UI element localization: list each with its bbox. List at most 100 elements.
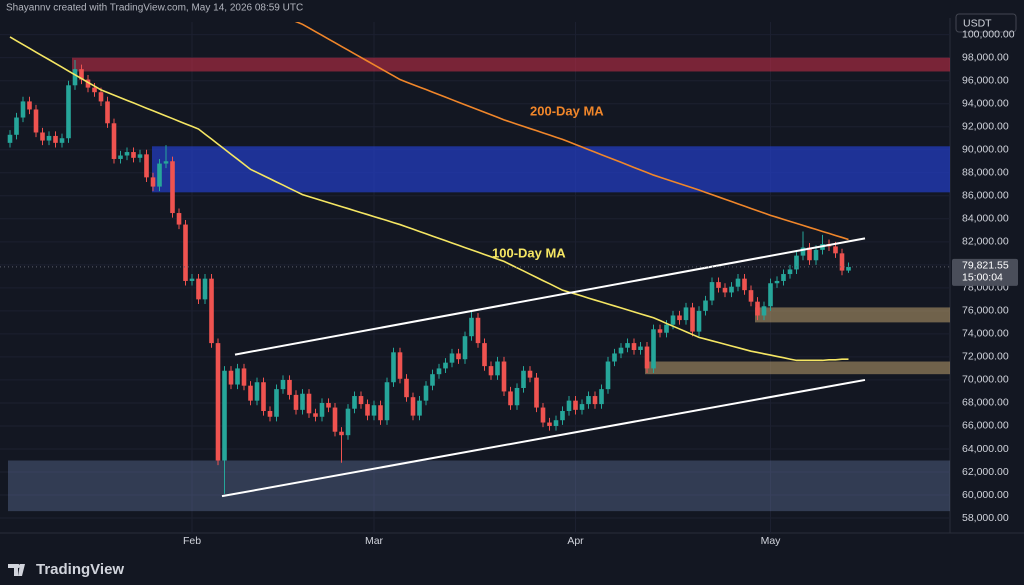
candle-body [794, 255, 799, 270]
channel-line [234, 237, 866, 356]
moving-average-line [9, 36, 849, 362]
candle-body [436, 368, 442, 375]
candle-body [417, 400, 422, 416]
candle-body [14, 117, 19, 135]
candle-body [482, 343, 487, 367]
candle-body [345, 408, 351, 436]
candle-body [183, 224, 188, 281]
candle-body [625, 343, 630, 348]
y-tick-label: 72,000.00 [962, 351, 1009, 363]
candle-body [456, 353, 461, 360]
y-tick-label: 60,000.00 [962, 489, 1009, 501]
candle-body [7, 134, 13, 143]
candle-body [33, 109, 39, 133]
candle-body [222, 370, 227, 461]
candle-body [612, 353, 617, 362]
credit: Shayannv created with TradingView.com, M… [6, 3, 303, 14]
candle-body [475, 317, 481, 344]
candle-body [313, 413, 318, 417]
candle-body [781, 274, 786, 281]
plot-area [0, 22, 950, 533]
candle-body [449, 353, 455, 363]
candle-body [677, 315, 682, 321]
candle-body [644, 346, 650, 369]
candle-body [131, 152, 136, 158]
candle-body [280, 379, 286, 390]
y-tick-label: 82,000.00 [962, 236, 1009, 248]
candle-body [92, 87, 97, 93]
candle-body [631, 343, 637, 351]
candle-body [384, 382, 390, 421]
candle-body [20, 101, 26, 118]
candle-body [729, 286, 734, 293]
candle-body [378, 405, 383, 421]
candle-body [521, 370, 526, 388]
price-zone [755, 307, 950, 323]
candle-body [495, 361, 500, 376]
candle-body [599, 389, 604, 405]
candle-body [768, 283, 773, 307]
candle-body [319, 402, 325, 417]
candle-body [261, 382, 266, 412]
candle-body [410, 397, 416, 416]
y-tick-label: 100,000.00 [962, 28, 1015, 40]
candle-body [66, 85, 71, 139]
candle-body [592, 396, 598, 405]
candle-body [170, 161, 175, 214]
candle-body [670, 315, 676, 325]
moving-average-line [294, 22, 849, 241]
candle-body [137, 154, 143, 158]
candle-body [98, 92, 104, 102]
candle-body [144, 154, 149, 178]
candle-body [527, 370, 533, 378]
candle-body [839, 253, 845, 271]
candle-body [534, 377, 539, 408]
candle-body [79, 69, 84, 80]
candle-body [748, 290, 754, 302]
candle-body [807, 247, 812, 261]
ma-annotation: 100-Day MA [492, 245, 566, 260]
candle-body [163, 161, 169, 164]
candle-body [586, 396, 591, 405]
candle-body [443, 362, 448, 369]
candle-body [813, 249, 819, 261]
candle-body [430, 374, 435, 386]
candle-body [176, 213, 182, 225]
candle-body [215, 343, 221, 461]
candle-body [85, 79, 91, 88]
ma-annotation: 200-Day MA [530, 103, 604, 118]
candle-body [235, 368, 240, 385]
candle-body [638, 346, 643, 351]
candle-body [72, 69, 78, 86]
candle-body [105, 101, 110, 124]
candle-body [241, 368, 247, 386]
price-zone [72, 57, 950, 72]
candle-body [404, 378, 409, 398]
currency: USDT [963, 17, 992, 29]
candle-body [774, 280, 780, 284]
candle-body [846, 266, 851, 271]
candle-body [189, 278, 195, 281]
candle-body [755, 301, 760, 316]
candle-body [293, 394, 299, 410]
candle-body [209, 278, 214, 344]
countdown-label: 15:00:04 [962, 272, 1003, 284]
candle-body [703, 300, 708, 311]
y-tick-label: 68,000.00 [962, 397, 1009, 409]
y-tick-label: 98,000.00 [962, 51, 1009, 63]
y-tick-label: 62,000.00 [962, 466, 1009, 478]
candle-body [690, 307, 695, 332]
brand-logo [8, 564, 25, 576]
y-tick-label: 86,000.00 [962, 190, 1009, 202]
currency-box [955, 13, 1017, 33]
candle-body [501, 361, 507, 392]
candle-body [339, 431, 344, 436]
candle-body [683, 307, 689, 321]
candle-body [469, 317, 474, 337]
candle-body [228, 370, 234, 385]
candle-body [248, 385, 253, 401]
candle-body [365, 404, 370, 416]
candle-body [202, 278, 208, 300]
